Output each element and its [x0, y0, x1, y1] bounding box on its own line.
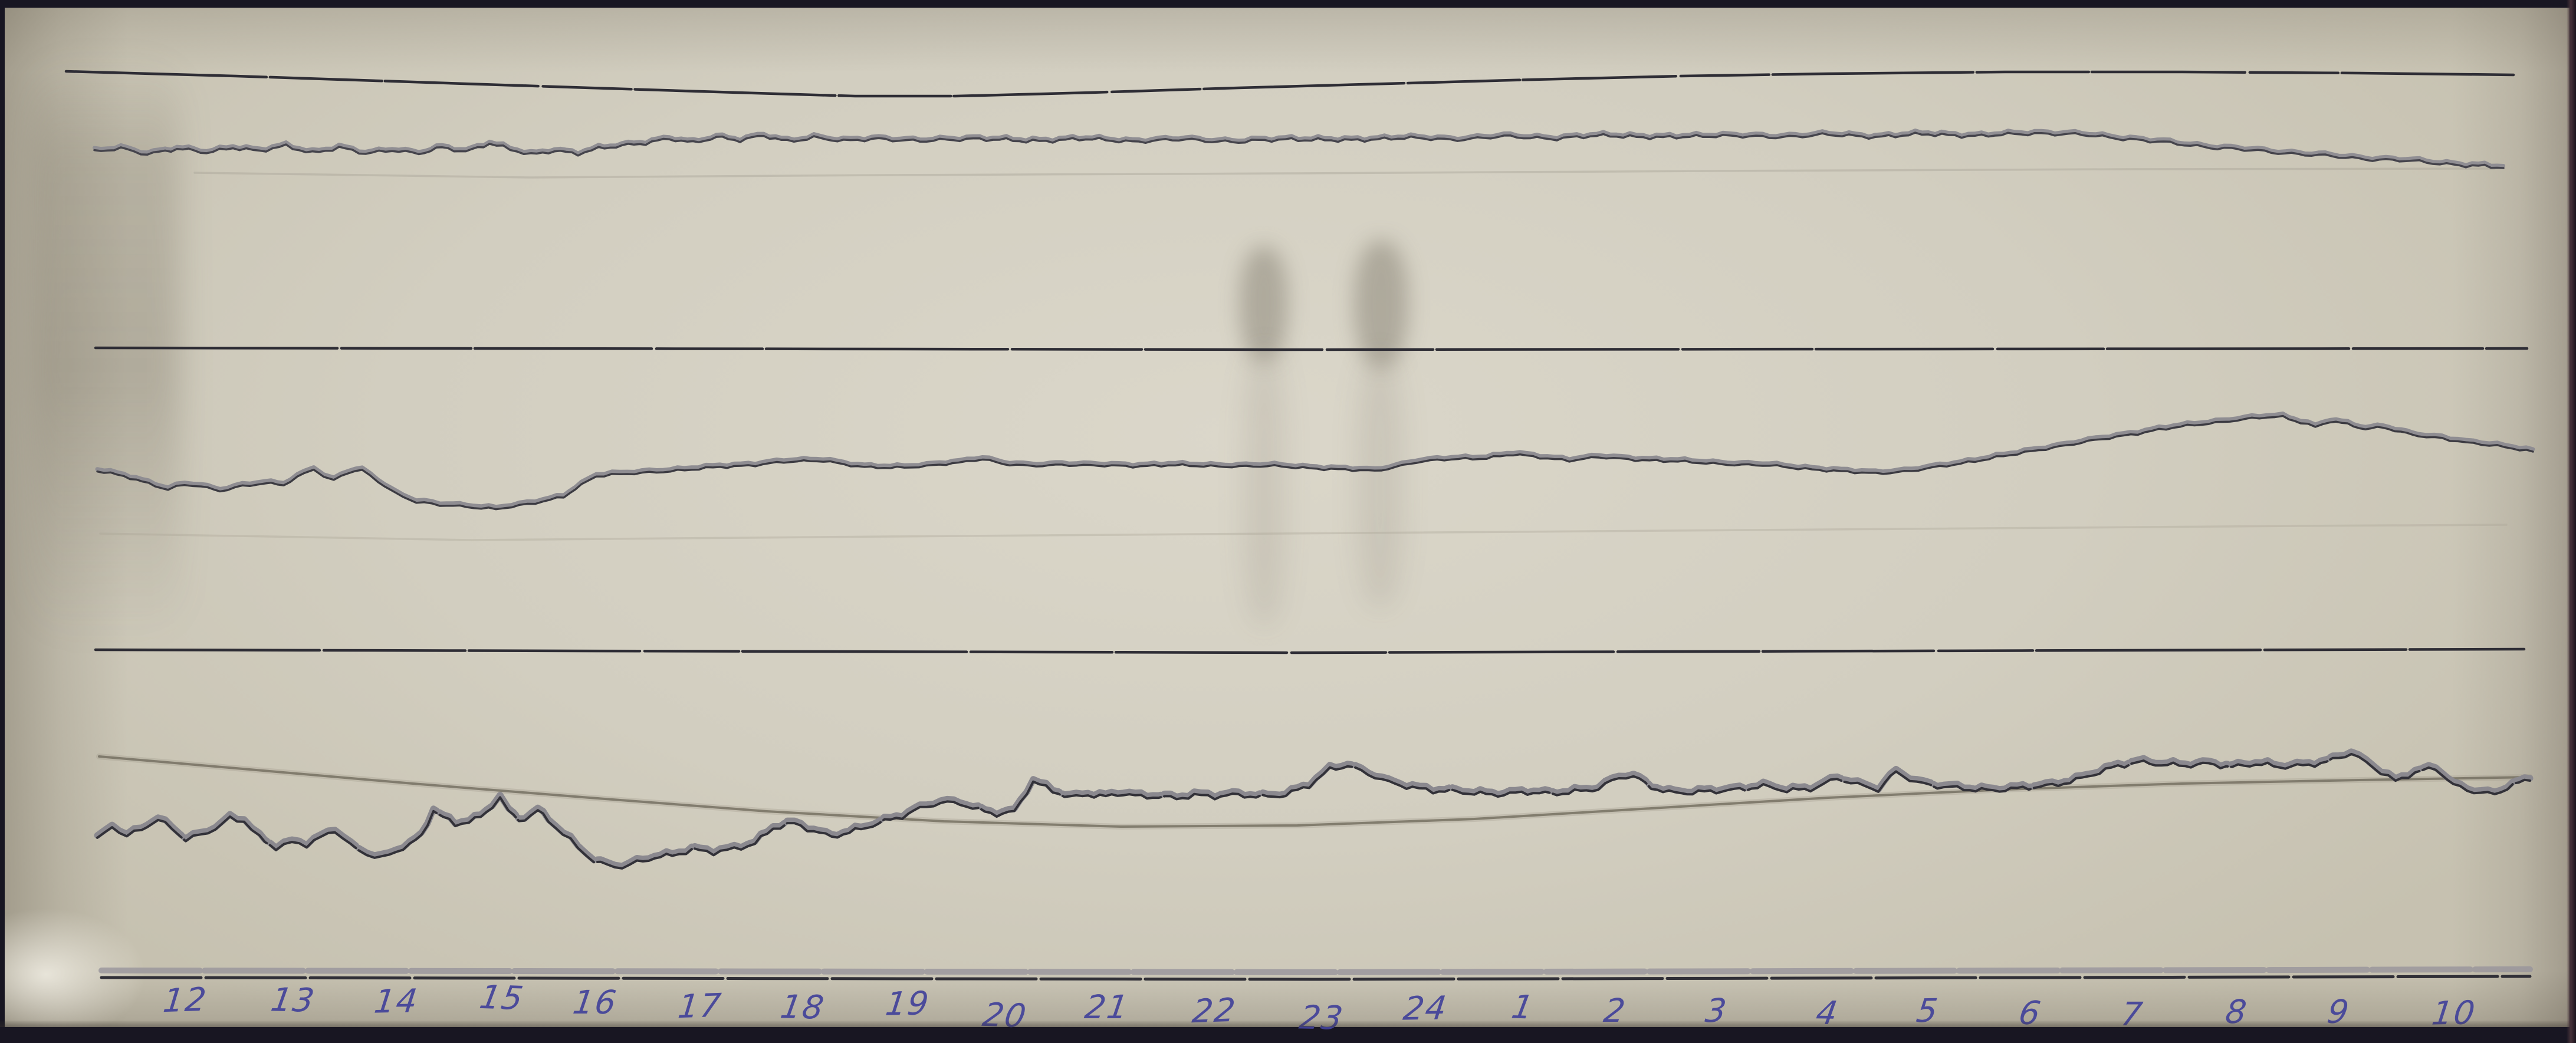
bottom-scale-lower-line: [100, 975, 2532, 981]
hour-label-13: 13: [268, 981, 318, 1019]
hour-label-19: 19: [883, 984, 932, 1023]
paper-stain-tail: [1356, 354, 1404, 607]
frame-right-edge: [2567, 0, 2576, 1043]
descending-reference-line: [98, 755, 2531, 828]
mid-trace-echo: [99, 524, 2508, 541]
hour-label-20: 20: [980, 995, 1030, 1035]
lower-rule-line: [94, 647, 2526, 654]
chart-paper: [5, 8, 2570, 1027]
mid-trace: [95, 412, 2535, 509]
top-trace: [93, 129, 2505, 167]
bottom-trace: [94, 748, 2534, 870]
top-trace-echo: [193, 167, 2496, 179]
bottom-trace: [96, 752, 2531, 870]
mid-trace: [96, 414, 2534, 511]
hour-label-14: 14: [372, 982, 421, 1021]
mid-rule-line: [94, 346, 2529, 351]
hour-label-15: 15: [477, 978, 527, 1018]
paper-bottom-edge-shadow: [0, 1021, 2576, 1027]
hour-label-7: 7: [2118, 995, 2146, 1033]
hour-label-17: 17: [676, 986, 724, 1026]
hour-label-16: 16: [570, 983, 620, 1021]
hour-label-23: 23: [1297, 998, 1346, 1037]
top-trace: [93, 131, 2505, 169]
bottom-scale-upper-line: [98, 966, 2533, 975]
paper-stain-tail: [1243, 348, 1286, 625]
top-rule-line: [64, 70, 2515, 98]
hour-label-12: 12: [161, 980, 209, 1020]
paper-stain: [1240, 246, 1288, 361]
paper-stain: [1354, 241, 1408, 367]
